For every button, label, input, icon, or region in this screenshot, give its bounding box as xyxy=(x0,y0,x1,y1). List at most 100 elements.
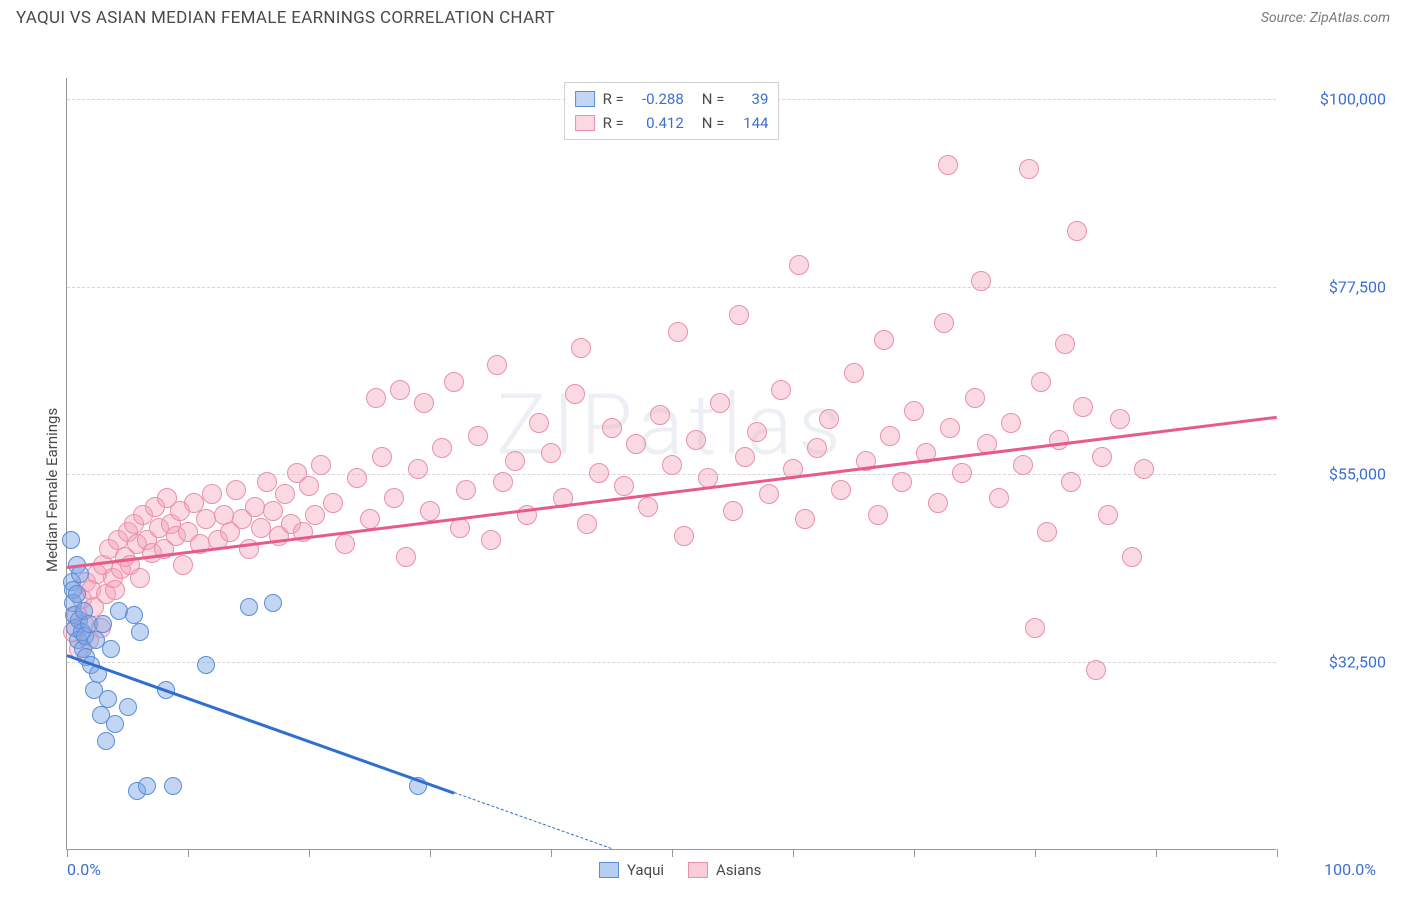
scatter-point xyxy=(432,438,452,458)
stat-n-key: N = xyxy=(702,90,725,108)
scatter-point xyxy=(305,505,325,525)
scatter-point xyxy=(131,623,149,641)
scatter-point xyxy=(686,430,706,450)
chart-title: YAQUI VS ASIAN MEDIAN FEMALE EARNINGS CO… xyxy=(16,8,555,28)
scatter-point xyxy=(650,405,670,425)
y-axis-label: Median Female Earnings xyxy=(43,408,61,572)
scatter-point xyxy=(868,505,888,525)
x-max-label: 100.0% xyxy=(1276,860,1376,879)
scatter-point xyxy=(390,380,410,400)
scatter-point xyxy=(311,455,331,475)
scatter-point xyxy=(934,313,954,333)
scatter-point xyxy=(668,322,688,342)
scatter-point xyxy=(99,690,117,708)
scatter-point xyxy=(1025,618,1045,638)
x-tick xyxy=(1156,849,1157,857)
trend-line xyxy=(67,416,1277,569)
scatter-point xyxy=(1067,221,1087,241)
x-tick xyxy=(1277,849,1278,857)
scatter-point xyxy=(844,363,864,383)
scatter-point xyxy=(1055,334,1075,354)
legend-label: Asians xyxy=(716,861,761,879)
scatter-point xyxy=(789,255,809,275)
scatter-point xyxy=(62,531,80,549)
x-min-label: 0.0% xyxy=(67,860,101,879)
scatter-point xyxy=(263,501,283,521)
scatter-point xyxy=(662,455,682,475)
scatter-point xyxy=(173,555,193,575)
x-tick xyxy=(430,849,431,857)
scatter-point xyxy=(119,698,137,716)
scatter-point xyxy=(202,484,222,504)
trend-line xyxy=(454,792,612,849)
series-swatch xyxy=(575,91,595,107)
scatter-point xyxy=(130,568,150,588)
y-tick-label: $32,500 xyxy=(1286,653,1386,672)
scatter-point xyxy=(759,484,779,504)
scatter-point xyxy=(735,447,755,467)
scatter-point xyxy=(138,777,156,795)
scatter-point xyxy=(940,418,960,438)
stats-legend: R =-0.288N =39R =0.412N =144 xyxy=(564,82,780,140)
scatter-point xyxy=(795,509,815,529)
scatter-point xyxy=(529,413,549,433)
scatter-point xyxy=(638,497,658,517)
scatter-point xyxy=(468,426,488,446)
scatter-point xyxy=(366,388,386,408)
scatter-point xyxy=(747,422,767,442)
scatter-point xyxy=(1013,455,1033,475)
scatter-point xyxy=(771,380,791,400)
scatter-point xyxy=(1110,409,1130,429)
scatter-point xyxy=(240,598,258,616)
scatter-point xyxy=(1001,413,1021,433)
scatter-point xyxy=(614,476,634,496)
scatter-point xyxy=(275,484,295,504)
scatter-point xyxy=(68,585,86,603)
scatter-point xyxy=(408,459,428,479)
scatter-point xyxy=(541,443,561,463)
scatter-point xyxy=(928,493,948,513)
scatter-point xyxy=(125,606,143,624)
legend-item: Asians xyxy=(688,861,761,879)
legend: Yaqui Asians xyxy=(599,861,761,879)
scatter-point xyxy=(626,434,646,454)
scatter-point xyxy=(105,580,125,600)
scatter-point xyxy=(971,271,991,291)
x-tick xyxy=(309,849,310,857)
scatter-point xyxy=(1134,459,1154,479)
scatter-point xyxy=(989,488,1009,508)
scatter-point xyxy=(299,476,319,496)
chart-area: ZIPatlas$32,500$55,000$77,500$100,0000.0… xyxy=(16,32,1390,910)
scatter-point xyxy=(1037,522,1057,542)
scatter-point xyxy=(723,501,743,521)
scatter-point xyxy=(197,656,215,674)
scatter-point xyxy=(94,615,112,633)
scatter-point xyxy=(1061,472,1081,492)
scatter-point xyxy=(264,594,282,612)
x-tick xyxy=(672,849,673,857)
scatter-point xyxy=(335,534,355,554)
scatter-point xyxy=(819,409,839,429)
stat-r-val: -0.288 xyxy=(632,90,684,108)
scatter-point xyxy=(487,355,507,375)
scatter-point xyxy=(372,447,392,467)
trend-line xyxy=(67,654,455,794)
scatter-point xyxy=(729,305,749,325)
scatter-point xyxy=(420,501,440,521)
stat-n-val: 39 xyxy=(732,90,768,108)
scatter-point xyxy=(938,155,958,175)
scatter-point xyxy=(226,480,246,500)
scatter-point xyxy=(904,401,924,421)
scatter-point xyxy=(456,480,476,500)
scatter-point xyxy=(565,384,585,404)
stat-r-val: 0.412 xyxy=(632,114,684,132)
stat-n-key: N = xyxy=(702,114,725,132)
scatter-point xyxy=(965,388,985,408)
scatter-point xyxy=(164,777,182,795)
scatter-point xyxy=(589,463,609,483)
legend-item: Yaqui xyxy=(599,861,664,879)
scatter-point xyxy=(571,338,591,358)
scatter-point xyxy=(807,438,827,458)
scatter-point xyxy=(1019,159,1039,179)
scatter-point xyxy=(396,547,416,567)
